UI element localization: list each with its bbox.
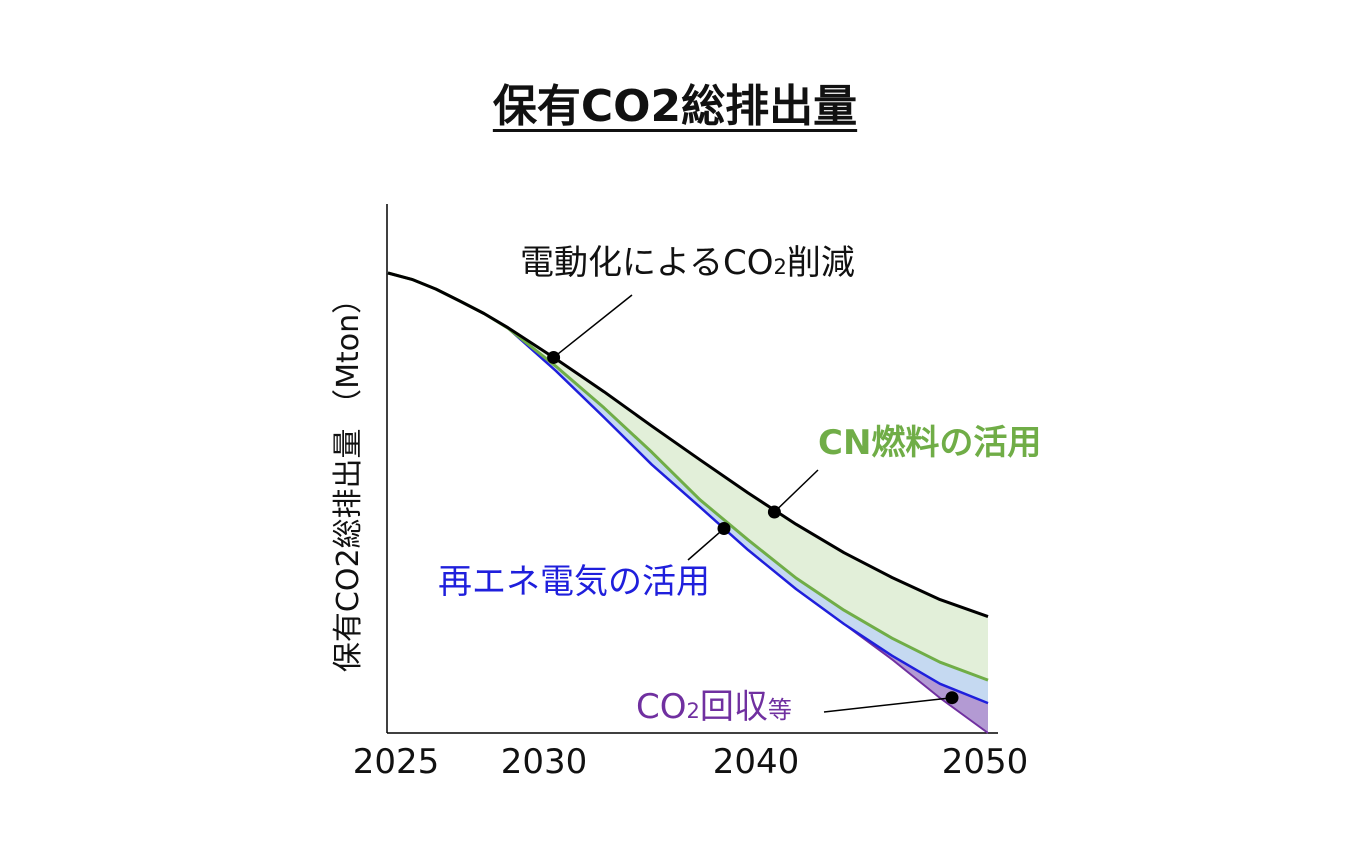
series-line-co2-capture bbox=[387, 272, 989, 734]
y-axis-label: 保有CO2総排出量 （Mton） bbox=[331, 283, 366, 673]
annotation-renewable-electricity: 再エネ電気の活用 bbox=[438, 562, 710, 602]
chart-title: 保有CO2総排出量 bbox=[492, 81, 858, 132]
leader-line-cn-fuel bbox=[773, 469, 819, 513]
marker-electrification bbox=[547, 350, 561, 364]
marker-co2-capture bbox=[945, 691, 959, 705]
annotation-cn-fuel: CN燃料の活用 bbox=[818, 423, 1042, 463]
leader-line-co2-capture bbox=[823, 696, 953, 713]
marker-cn-fuel bbox=[767, 505, 781, 519]
x-tick-label: 2050 bbox=[941, 742, 1029, 782]
leader-line-electrification bbox=[553, 294, 633, 359]
capture-area bbox=[388, 273, 988, 733]
marker-renewable bbox=[717, 522, 731, 536]
leader-line-renewable bbox=[687, 527, 725, 561]
x-tick-label: 2040 bbox=[712, 742, 800, 782]
annotation-electrification: 電動化によるCO2削減 bbox=[520, 243, 855, 283]
series-line-electrification bbox=[387, 271, 989, 619]
x-tick-label: 2025 bbox=[352, 742, 440, 782]
annotation-co2-capture: CO2回収等 bbox=[636, 687, 792, 727]
x-tick-label: 2030 bbox=[500, 742, 588, 782]
cn-fuel-area bbox=[388, 273, 988, 681]
